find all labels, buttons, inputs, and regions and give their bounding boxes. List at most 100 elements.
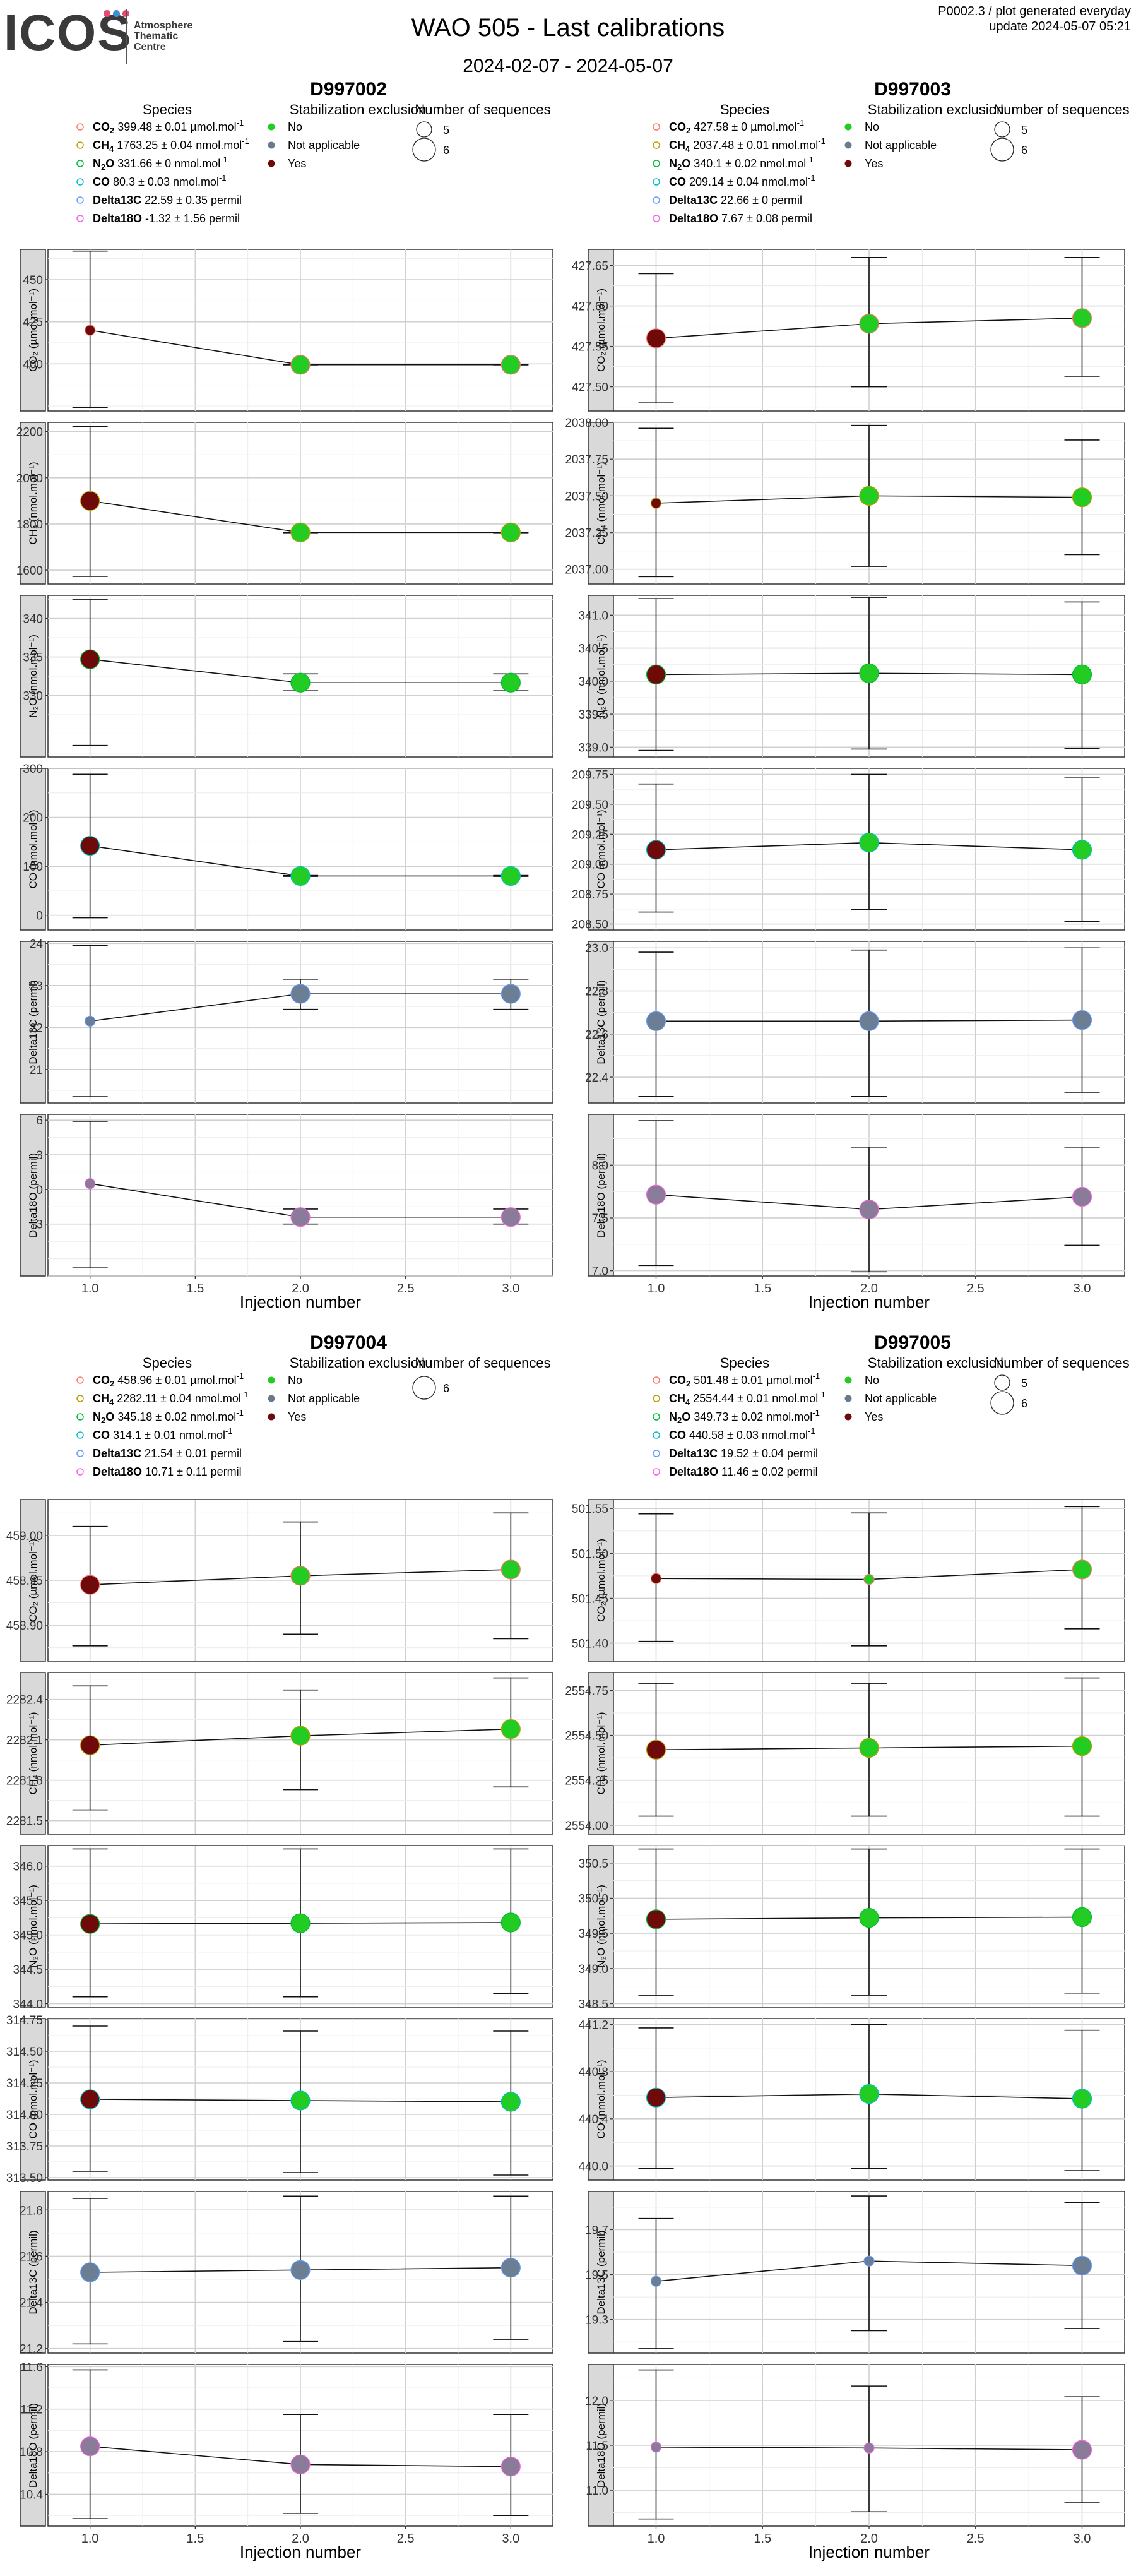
data-point xyxy=(859,314,879,334)
data-point xyxy=(290,1207,311,1227)
data-point xyxy=(646,328,666,349)
logo-sub-line: Thematic xyxy=(134,31,179,42)
x-tick-label: 2.5 xyxy=(397,1282,415,1296)
y-tick-label: 2000 xyxy=(16,472,43,486)
stabilization-marker-icon xyxy=(844,1395,852,1402)
data-point xyxy=(863,1573,875,1585)
legend-stabilization-header: Stabilization exclusion xyxy=(290,102,426,117)
y-tick-label: 11.2 xyxy=(20,2404,43,2417)
y-tick-label: 441.2 xyxy=(578,2018,608,2032)
data-point xyxy=(500,1559,521,1580)
y-tick-label: 2038.00 xyxy=(565,417,608,430)
generation-info: P0002.3 / plot generated everyday update… xyxy=(938,4,1131,34)
chart-panel-d997005: D997005 Species Stabilization exclusionNum… xyxy=(565,1332,1129,2561)
y-tick-label: 501.45 xyxy=(572,1592,608,1606)
stabilization-marker-icon xyxy=(268,1395,275,1402)
facet-strip xyxy=(588,249,614,412)
data-point xyxy=(290,1726,311,1746)
stabilization-legend-label: Yes xyxy=(865,1410,883,1423)
species-legend-entry: CO2 501.48 ± 0.01 µmol.mol-1 xyxy=(669,1371,820,1388)
y-tick-label: 2554.75 xyxy=(565,1685,608,1698)
y-tick-label: 340 xyxy=(23,613,43,626)
x-tick-label: 1.5 xyxy=(754,2532,771,2546)
facet-ylabel: Delta18O (permil) xyxy=(595,1153,607,1237)
data-point xyxy=(80,2262,100,2282)
facet-ylabel: N₂O (nmol.mol⁻¹) xyxy=(595,635,607,718)
data-point xyxy=(500,1719,521,1739)
stabilization-marker-icon xyxy=(844,123,852,131)
x-tick-label: 1.0 xyxy=(648,2532,665,2546)
sequence-size-label: 6 xyxy=(443,1382,449,1395)
stabilization-marker-icon xyxy=(268,141,275,149)
stabilization-marker-icon xyxy=(844,1413,852,1421)
data-point xyxy=(646,840,666,860)
y-tick-label: 21.4 xyxy=(20,2297,43,2310)
data-point xyxy=(290,2090,311,2111)
y-tick-label: 427.55 xyxy=(572,341,608,354)
x-tick-label: 1.0 xyxy=(81,1282,99,1296)
x-axis-label: Injection number xyxy=(240,1292,362,1311)
y-tick-label: 501.40 xyxy=(572,1638,608,1651)
legend-species-header: Species xyxy=(720,102,769,117)
x-tick-label: 1.5 xyxy=(754,1282,771,1296)
data-point xyxy=(859,663,879,683)
species-legend-entry: Delta18O 11.46 ± 0.02 permil xyxy=(669,1465,818,1478)
x-tick-label: 2.0 xyxy=(292,2532,309,2546)
y-tick-label: 22 xyxy=(30,1022,43,1035)
species-marker-icon xyxy=(76,160,84,167)
y-tick-label: 21.2 xyxy=(20,2343,43,2356)
species-legend-entry: CO 314.1 ± 0.01 nmol.mol-1 xyxy=(93,1426,233,1441)
y-tick-label: 345.5 xyxy=(13,1895,43,1908)
x-tick-label: 2.0 xyxy=(860,1282,878,1296)
species-legend-entry: CO2 399.48 ± 0.01 µmol.mol-1 xyxy=(93,118,244,135)
facet-strip xyxy=(588,1499,614,1662)
x-tick-label: 2.5 xyxy=(967,1282,985,1296)
y-tick-label: 8.0 xyxy=(592,1159,608,1172)
species-legend-entry: Delta18O 7.67 ± 0.08 permil xyxy=(669,212,812,225)
data-point xyxy=(85,325,96,336)
y-tick-label: 3 xyxy=(36,1149,43,1162)
data-point xyxy=(646,664,666,684)
species-legend-entry: N2O 349.73 ± 0.02 nmol.mol-1 xyxy=(669,1408,820,1425)
stabilization-legend-label: Not applicable xyxy=(865,139,937,152)
species-marker-icon xyxy=(653,160,660,167)
y-tick-label: 7.0 xyxy=(592,1265,608,1279)
facet-ylabel: Delta13C (permil) xyxy=(595,980,607,1064)
facet-strip xyxy=(20,595,46,758)
facet-strip xyxy=(20,1114,46,1277)
y-tick-label: 349.0 xyxy=(578,1963,608,1976)
species-marker-icon xyxy=(76,1413,84,1421)
y-tick-label: 2037.50 xyxy=(565,490,608,503)
y-tick-label: 7.5 xyxy=(592,1212,608,1225)
data-point xyxy=(500,2258,521,2278)
y-tick-label: 2281.8 xyxy=(6,1775,43,1788)
stabilization-legend-label: Yes xyxy=(865,157,883,170)
data-point xyxy=(290,866,311,886)
legend-sequences-header: Number of sequences xyxy=(993,1355,1129,1371)
data-point xyxy=(650,498,662,509)
stabilization-legend-label: Not applicable xyxy=(288,139,360,152)
y-tick-label: 450 xyxy=(23,274,43,287)
species-marker-icon xyxy=(653,178,660,186)
logo-divider xyxy=(126,9,127,64)
y-tick-label: 21.6 xyxy=(20,2250,43,2263)
species-legend-entry: Delta13C 22.59 ± 0.35 permil xyxy=(93,194,242,206)
y-tick-label: 11.0 xyxy=(586,2484,608,2498)
data-point xyxy=(290,1913,311,1933)
data-point xyxy=(290,1566,311,1586)
species-marker-icon xyxy=(76,1431,84,1439)
legend-stabilization-header: Stabilization exclusion xyxy=(868,102,1004,117)
legend-species-header: Species xyxy=(143,102,192,117)
facet-ylabel: CO (nmol.mol⁻¹) xyxy=(27,2060,39,2138)
species-marker-icon xyxy=(653,1376,660,1384)
y-tick-label: 350.5 xyxy=(578,1857,608,1871)
facet-ylabel: Delta18O (permil) xyxy=(27,1153,39,1237)
y-tick-label: 314.75 xyxy=(6,2014,43,2027)
data-point xyxy=(1072,2255,1092,2275)
facet-ylabel: N₂O (nmol.mol⁻¹) xyxy=(27,635,39,718)
facet-ylabel: CO₂ (µmol.mol⁻¹) xyxy=(27,1539,39,1622)
y-tick-label: 22.6 xyxy=(585,1029,608,1042)
facet-ylabel: CH₄ (nmol.mol⁻¹) xyxy=(27,462,39,544)
y-tick-label: 425 xyxy=(23,316,43,330)
stabilization-marker-icon xyxy=(268,160,275,167)
